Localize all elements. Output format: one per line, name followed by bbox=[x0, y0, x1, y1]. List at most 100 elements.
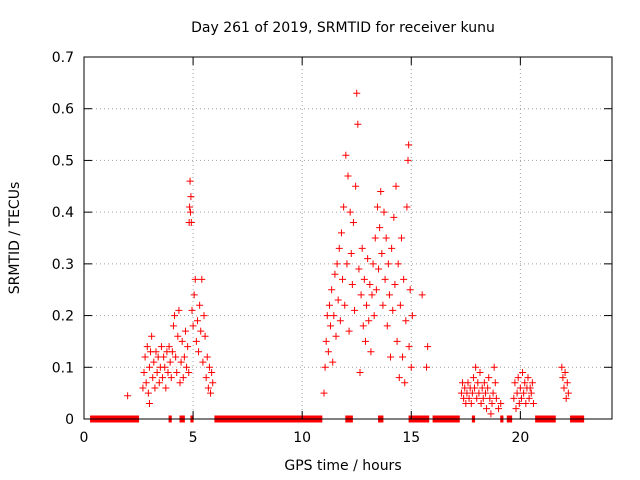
data-point bbox=[209, 379, 217, 387]
data-point bbox=[186, 208, 194, 216]
data-point bbox=[324, 348, 332, 356]
data-point bbox=[199, 358, 207, 366]
data-point bbox=[360, 275, 368, 283]
data-point bbox=[400, 275, 408, 283]
data-point bbox=[363, 301, 371, 309]
data-point bbox=[203, 353, 211, 361]
data-point bbox=[408, 312, 416, 320]
data-point bbox=[176, 379, 184, 387]
y-tick-label: 0.1 bbox=[52, 360, 74, 376]
y-tick-label: 0.3 bbox=[52, 257, 74, 273]
data-point bbox=[375, 265, 383, 273]
data-point bbox=[164, 368, 172, 376]
data-point bbox=[382, 234, 390, 242]
data-point bbox=[141, 353, 149, 361]
data-point bbox=[468, 389, 476, 397]
data-point bbox=[190, 291, 198, 299]
data-point bbox=[392, 182, 400, 190]
data-point bbox=[327, 322, 335, 330]
data-point bbox=[559, 374, 567, 382]
data-point bbox=[351, 306, 359, 314]
data-point bbox=[329, 358, 337, 366]
data-point bbox=[373, 203, 381, 211]
y-tick-label: 0.6 bbox=[52, 102, 74, 118]
data-point bbox=[205, 363, 213, 371]
data-point bbox=[179, 374, 187, 382]
data-point bbox=[145, 363, 153, 371]
data-point bbox=[180, 353, 188, 361]
data-point bbox=[188, 306, 196, 314]
data-point bbox=[325, 301, 333, 309]
data-point bbox=[562, 394, 570, 402]
data-point bbox=[322, 337, 330, 345]
data-point bbox=[200, 312, 208, 320]
data-point bbox=[161, 363, 169, 371]
data-point bbox=[153, 368, 161, 376]
data-point bbox=[564, 389, 572, 397]
data-point bbox=[330, 312, 338, 320]
x-axis-label: GPS time / hours bbox=[284, 458, 401, 474]
data-point bbox=[406, 286, 414, 294]
data-point bbox=[528, 379, 536, 387]
data-point bbox=[186, 203, 194, 211]
data-point bbox=[391, 281, 399, 289]
data-point bbox=[384, 260, 392, 268]
data-point bbox=[347, 250, 355, 258]
y-tick-label: 0.5 bbox=[52, 153, 74, 169]
data-point bbox=[204, 384, 212, 392]
data-point bbox=[475, 389, 483, 397]
data-point bbox=[383, 322, 391, 330]
data-point bbox=[175, 306, 183, 314]
data-point bbox=[477, 399, 485, 407]
data-point bbox=[560, 384, 568, 392]
data-point bbox=[171, 312, 179, 320]
x-tick-label: 15 bbox=[402, 430, 420, 446]
data-point bbox=[378, 250, 386, 258]
data-point bbox=[481, 389, 489, 397]
data-point bbox=[333, 260, 341, 268]
data-point bbox=[402, 317, 410, 325]
data-point bbox=[379, 301, 387, 309]
chart-title: Day 261 of 2019, SRMTID for receiver kun… bbox=[191, 20, 495, 36]
data-point bbox=[380, 208, 388, 216]
data-point bbox=[516, 384, 524, 392]
data-point bbox=[365, 317, 373, 325]
data-point bbox=[377, 187, 385, 195]
plot-frame bbox=[83, 56, 613, 420]
data-point bbox=[467, 399, 475, 407]
y-tick-label: 0.2 bbox=[52, 309, 74, 325]
data-point bbox=[172, 353, 180, 361]
data-point bbox=[321, 363, 329, 371]
data-point bbox=[186, 177, 194, 185]
data-point bbox=[181, 327, 189, 335]
data-point bbox=[385, 291, 393, 299]
data-point bbox=[511, 379, 519, 387]
data-point bbox=[356, 368, 364, 376]
data-point bbox=[476, 368, 484, 376]
data-point bbox=[474, 379, 482, 387]
data-point bbox=[529, 399, 537, 407]
data-point bbox=[492, 394, 500, 402]
data-point bbox=[341, 301, 349, 309]
axis-ticks: 0 0.1 0.2 0.3 0.4 0.5 0.6 0.7 0 5 10 15 20 bbox=[52, 50, 612, 446]
data-point bbox=[424, 343, 432, 351]
data-point bbox=[352, 182, 360, 190]
data-point bbox=[166, 358, 174, 366]
data-point bbox=[140, 368, 148, 376]
data-point bbox=[354, 120, 362, 128]
data-point bbox=[491, 379, 499, 387]
data-point bbox=[201, 332, 209, 340]
data-point bbox=[368, 291, 376, 299]
y-tick-label: 0.7 bbox=[52, 50, 74, 66]
data-point bbox=[396, 301, 404, 309]
data-point bbox=[512, 405, 520, 413]
data-point bbox=[189, 322, 197, 330]
data-point bbox=[168, 348, 176, 356]
y-tick-label: 0 bbox=[65, 412, 74, 428]
data-point bbox=[423, 363, 431, 371]
data-point bbox=[139, 384, 147, 392]
y-tick-label: 0.4 bbox=[52, 205, 74, 221]
data-point bbox=[361, 337, 369, 345]
data-point bbox=[149, 374, 157, 382]
